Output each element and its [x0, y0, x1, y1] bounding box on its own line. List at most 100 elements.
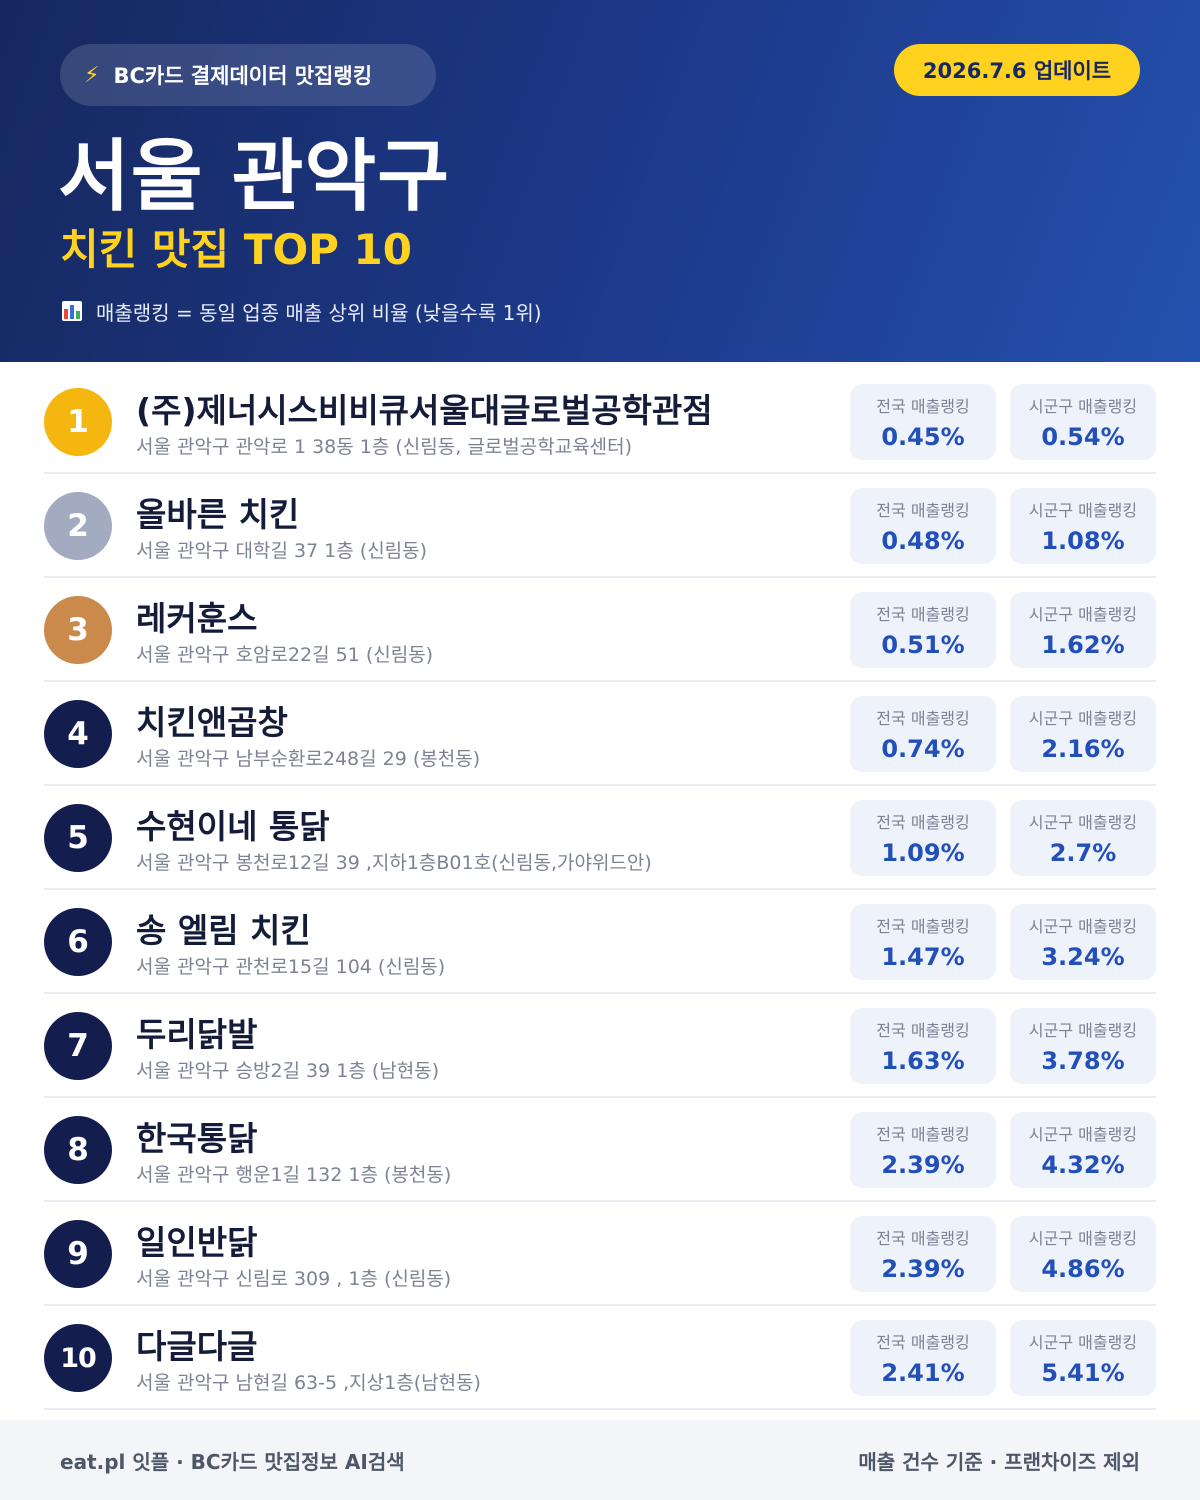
national-rank-label: 전국 매출랭킹	[876, 1229, 970, 1248]
page-title: 서울 관악구	[58, 132, 450, 222]
page-subtitle: 치킨 맛집 TOP 10	[60, 225, 413, 274]
local-rank-box: 시군구 매출랭킹 1.62%	[1010, 592, 1156, 668]
rank-badge: 8	[44, 1116, 112, 1184]
national-rank-label: 전국 매출랭킹	[876, 605, 970, 624]
national-rank-box: 전국 매출랭킹 1.47%	[850, 904, 996, 980]
national-rank-label: 전국 매출랭킹	[876, 709, 970, 728]
local-rank-box: 시군구 매출랭킹 4.32%	[1010, 1112, 1156, 1188]
local-rank-label: 시군구 매출랭킹	[1028, 917, 1138, 936]
local-rank-box: 시군구 매출랭킹 1.08%	[1010, 488, 1156, 564]
national-rank-box: 전국 매출랭킹 1.09%	[850, 800, 996, 876]
restaurant-address: 서울 관악구 행운1길 132 1층 (봉천동)	[136, 1164, 452, 1186]
list-item[interactable]: 3 레커훈스 서울 관악구 호암로22길 51 (신림동) 전국 매출랭킹 0.51% 시…	[44, 578, 1156, 682]
restaurant-name: 올바른 치킨	[136, 495, 300, 534]
rank-badge: 5	[44, 804, 112, 872]
restaurant-name: 수현이네 통닭	[136, 807, 330, 846]
restaurant-name: 레커훈스	[136, 599, 258, 638]
national-rank-box: 전국 매출랭킹 0.45%	[850, 384, 996, 460]
local-rank-box: 시군구 매출랭킹 2.16%	[1010, 696, 1156, 772]
national-rank-value: 0.74%	[881, 735, 965, 763]
national-rank-value: 1.63%	[881, 1047, 965, 1075]
local-rank-label: 시군구 매출랭킹	[1028, 813, 1138, 832]
local-rank-label: 시군구 매출랭킹	[1028, 605, 1138, 624]
national-rank-value: 0.51%	[881, 631, 965, 659]
restaurant-name: (주)제너시스비비큐서울대글로벌공학관점	[136, 391, 713, 430]
national-rank-box: 전국 매출랭킹 2.41%	[850, 1320, 996, 1396]
rank-badge: 3	[44, 596, 112, 664]
restaurant-address: 서울 관악구 봉천로12길 39 ,지하1층B01호(신림동,가야위드안)	[136, 852, 652, 874]
national-rank-label: 전국 매출랭킹	[876, 917, 970, 936]
restaurant-address: 서울 관악구 신림로 309 , 1층 (신림동)	[136, 1268, 452, 1290]
restaurant-address: 서울 관악구 대학길 37 1층 (신림동)	[136, 540, 428, 562]
national-rank-label: 전국 매출랭킹	[876, 1125, 970, 1144]
footer: eat.pl 잇플 · BC카드 맛집정보 AI검색 매출 건수 기준 · 프랜…	[0, 1420, 1200, 1500]
list-item[interactable]: 10 다글다글 서울 관악구 남현길 63-5 ,지상1층(남현동) 전국 매출랭킹 2…	[44, 1306, 1156, 1410]
national-rank-value: 0.48%	[881, 527, 965, 555]
local-rank-label: 시군구 매출랭킹	[1028, 1229, 1138, 1248]
national-rank-value: 1.47%	[881, 943, 965, 971]
restaurant-address: 서울 관악구 승방2길 39 1층 (남현동)	[136, 1060, 440, 1082]
national-rank-box: 전국 매출랭킹 2.39%	[850, 1216, 996, 1292]
local-rank-value: 0.54%	[1041, 423, 1125, 451]
national-rank-box: 전국 매출랭킹 1.63%	[850, 1008, 996, 1084]
restaurant-name: 한국통닭	[136, 1119, 258, 1158]
national-rank-label: 전국 매출랭킹	[876, 1333, 970, 1352]
footer-criteria: 매출 건수 기준 · 프랜차이즈 제외	[858, 1450, 1140, 1474]
local-rank-box: 시군구 매출랭킹 3.78%	[1010, 1008, 1156, 1084]
list-item[interactable]: 4 치킨앤곱창 서울 관악구 남부순환로248길 29 (봉천동) 전국 매출랭킹 0.…	[44, 682, 1156, 786]
national-rank-label: 전국 매출랭킹	[876, 1021, 970, 1040]
local-rank-label: 시군구 매출랭킹	[1028, 501, 1138, 520]
local-rank-label: 시군구 매출랭킹	[1028, 1125, 1138, 1144]
ranking-note-text: 매출랭킹 = 동일 업종 매출 상위 비율 (낮을수록 1위)	[96, 300, 542, 325]
national-rank-value: 2.41%	[881, 1359, 965, 1387]
rank-badge: 1	[44, 388, 112, 456]
local-rank-label: 시군구 매출랭킹	[1028, 397, 1138, 416]
restaurant-name: 송 엘림 치킨	[136, 911, 311, 950]
bar-chart-icon	[62, 301, 82, 321]
local-rank-label: 시군구 매출랭킹	[1028, 709, 1138, 728]
local-rank-value: 5.41%	[1041, 1359, 1125, 1387]
local-rank-value: 2.16%	[1041, 735, 1125, 763]
source-label: BC카드 결제데이터 맛집랭킹	[113, 64, 373, 88]
restaurant-name: 일인반닭	[136, 1223, 258, 1262]
ranking-note: 매출랭킹 = 동일 업종 매출 상위 비율 (낮을수록 1위)	[62, 296, 542, 326]
local-rank-box: 시군구 매출랭킹 0.54%	[1010, 384, 1156, 460]
rank-badge: 9	[44, 1220, 112, 1288]
national-rank-box: 전국 매출랭킹 0.51%	[850, 592, 996, 668]
restaurant-name: 다글다글	[136, 1327, 258, 1366]
national-rank-label: 전국 매출랭킹	[876, 397, 970, 416]
national-rank-label: 전국 매출랭킹	[876, 501, 970, 520]
rank-badge: 10	[44, 1324, 112, 1392]
local-rank-value: 3.24%	[1041, 943, 1125, 971]
rank-badge: 2	[44, 492, 112, 560]
local-rank-box: 시군구 매출랭킹 4.86%	[1010, 1216, 1156, 1292]
rank-badge: 4	[44, 700, 112, 768]
national-rank-box: 전국 매출랭킹 2.39%	[850, 1112, 996, 1188]
local-rank-value: 1.08%	[1041, 527, 1125, 555]
local-rank-value: 3.78%	[1041, 1047, 1125, 1075]
restaurant-address: 서울 관악구 관천로15길 104 (신림동)	[136, 956, 446, 978]
rank-badge: 6	[44, 908, 112, 976]
restaurant-address: 서울 관악구 관악로 1 38동 1층 (신림동, 글로벌공학교육센터)	[136, 436, 633, 458]
national-rank-box: 전국 매출랭킹 0.48%	[850, 488, 996, 564]
update-badge: 2026.7.6 업데이트	[894, 44, 1140, 96]
local-rank-value: 2.7%	[1049, 839, 1117, 867]
restaurant-name: 두리닭발	[136, 1015, 258, 1054]
local-rank-value: 4.86%	[1041, 1255, 1125, 1283]
national-rank-value: 0.45%	[881, 423, 965, 451]
national-rank-box: 전국 매출랭킹 0.74%	[850, 696, 996, 772]
local-rank-box: 시군구 매출랭킹 5.41%	[1010, 1320, 1156, 1396]
local-rank-label: 시군구 매출랭킹	[1028, 1021, 1138, 1040]
local-rank-box: 시군구 매출랭킹 2.7%	[1010, 800, 1156, 876]
source-pill: ⚡ BC카드 결제데이터 맛집랭킹	[60, 44, 436, 106]
local-rank-value: 4.32%	[1041, 1151, 1125, 1179]
rank-badge: 7	[44, 1012, 112, 1080]
